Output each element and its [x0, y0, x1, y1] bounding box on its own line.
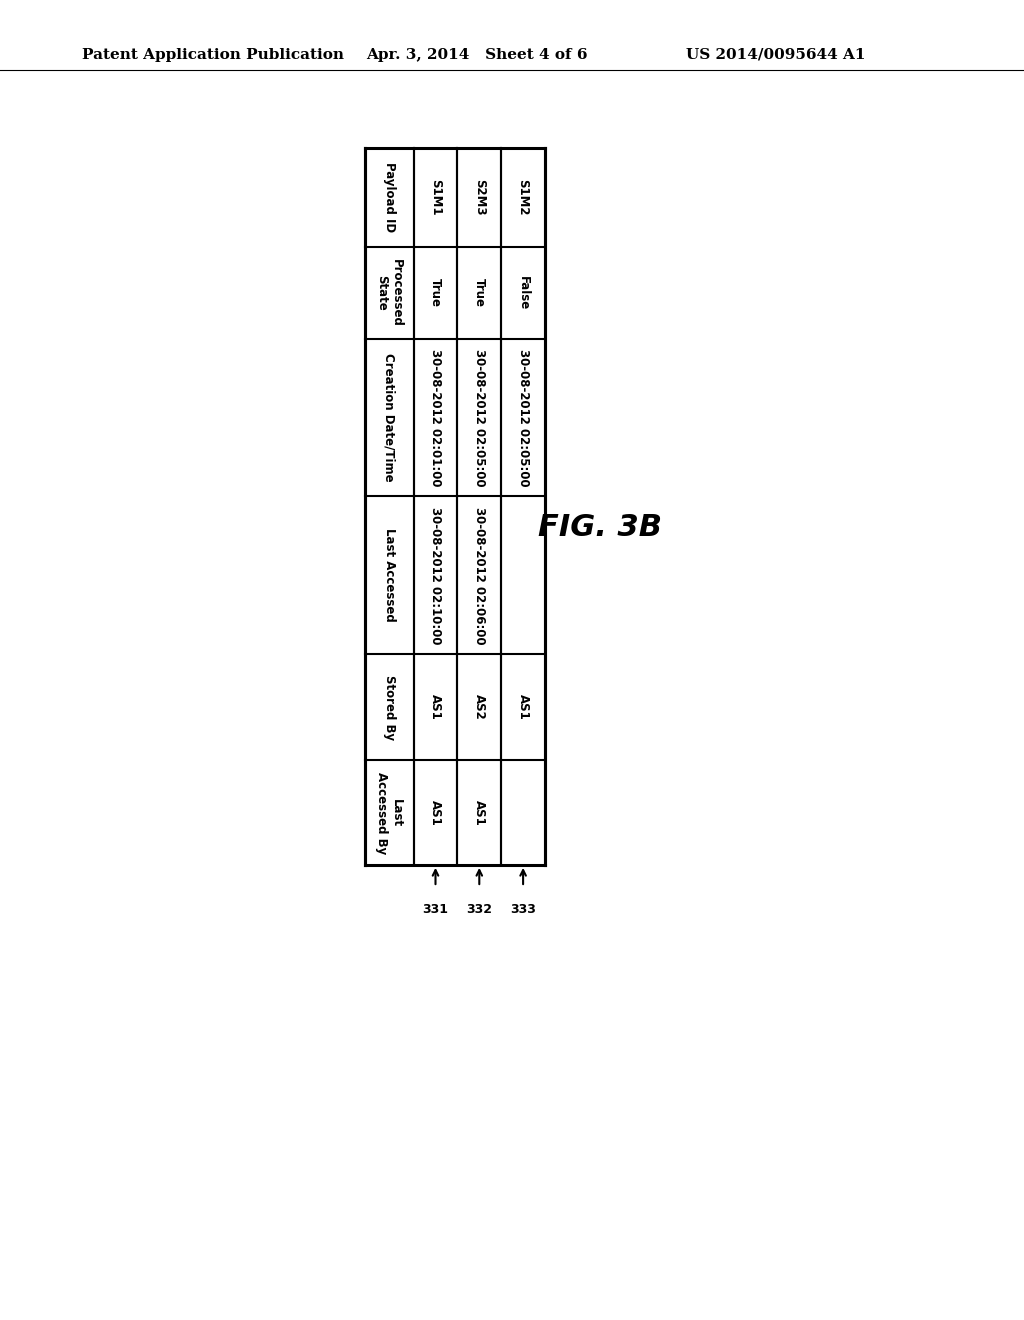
Text: S2M3: S2M3	[473, 180, 485, 215]
Text: US 2014/0095644 A1: US 2014/0095644 A1	[686, 48, 865, 62]
Text: FIG. 3B: FIG. 3B	[538, 513, 662, 543]
Text: AS1: AS1	[473, 800, 485, 825]
Text: 30-08-2012 02:05:00: 30-08-2012 02:05:00	[473, 348, 485, 486]
Text: 30-08-2012 02:01:00: 30-08-2012 02:01:00	[429, 348, 442, 486]
Text: AS1: AS1	[429, 694, 442, 721]
Text: 30-08-2012 02:05:00: 30-08-2012 02:05:00	[516, 348, 529, 486]
Text: AS1: AS1	[516, 694, 529, 721]
Text: 30-08-2012 02:10:00: 30-08-2012 02:10:00	[429, 507, 442, 644]
Text: 30-08-2012 02:06:00: 30-08-2012 02:06:00	[473, 507, 485, 644]
Text: 332: 332	[466, 903, 493, 916]
Text: Apr. 3, 2014   Sheet 4 of 6: Apr. 3, 2014 Sheet 4 of 6	[366, 48, 588, 62]
Text: Last
Accessed By: Last Accessed By	[376, 771, 403, 854]
Text: AS2: AS2	[473, 694, 485, 721]
Text: Patent Application Publication: Patent Application Publication	[82, 48, 344, 62]
Text: 331: 331	[423, 903, 449, 916]
Text: S1M2: S1M2	[516, 180, 529, 215]
Text: AS1: AS1	[429, 800, 442, 825]
Text: Payload ID: Payload ID	[383, 162, 396, 232]
Text: True: True	[473, 279, 485, 308]
Text: Processed
State: Processed State	[376, 259, 403, 327]
Text: Creation Date/Time: Creation Date/Time	[383, 354, 396, 482]
Text: 333: 333	[510, 903, 536, 916]
Text: False: False	[516, 276, 529, 310]
Text: S1M1: S1M1	[429, 180, 442, 215]
Text: True: True	[429, 279, 442, 308]
Text: Stored By: Stored By	[383, 675, 396, 739]
Text: Last Accessed: Last Accessed	[383, 528, 396, 622]
